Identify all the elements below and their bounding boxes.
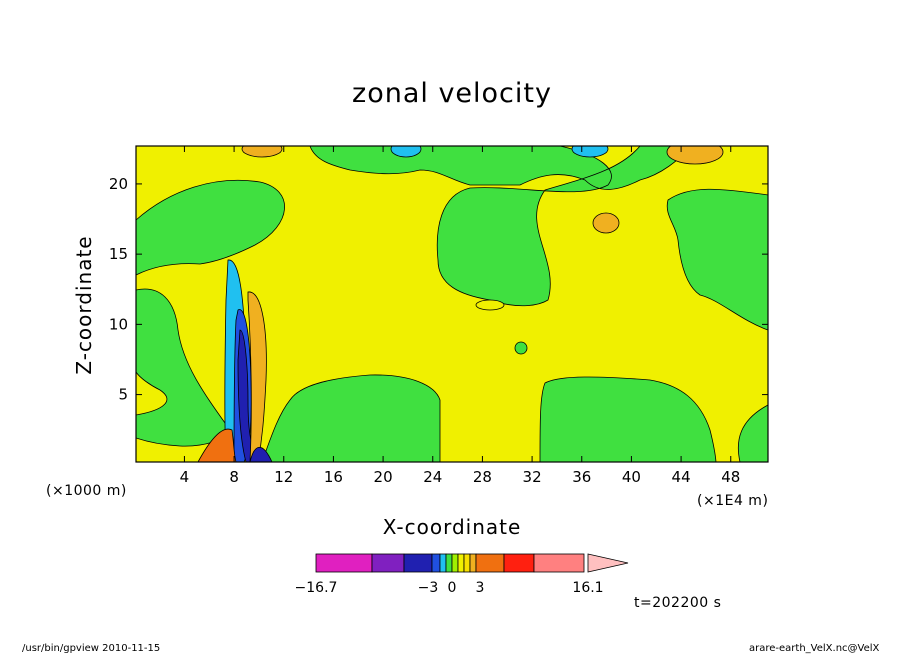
colorbar-tick-label: 16.1 bbox=[572, 580, 603, 596]
contour-green-center bbox=[309, 146, 691, 307]
colorbar-segment bbox=[431, 553, 441, 573]
contour-orange-top-left bbox=[241, 146, 283, 158]
x-tick-label: 20 bbox=[374, 468, 393, 486]
x-axis-label: X-coordinate bbox=[382, 515, 522, 539]
colorbar-tick-label: 0 bbox=[448, 580, 457, 596]
colorbar-tick-label: 3 bbox=[476, 580, 485, 596]
contour-yellow-island bbox=[475, 299, 505, 311]
colorbar-segment bbox=[371, 553, 405, 573]
time-label: t=202200 s bbox=[634, 595, 722, 611]
footer-right: arare-earth_VelX.nc@VelX bbox=[749, 643, 880, 654]
x-tick-label: 8 bbox=[229, 468, 239, 486]
contour-green-right-top bbox=[666, 188, 768, 331]
x-tick-label: 44 bbox=[672, 468, 691, 486]
y-tick-label: 15 bbox=[109, 245, 128, 263]
plot-frame bbox=[135, 145, 769, 463]
chart-title: zonal velocity bbox=[352, 78, 552, 109]
contour-orange-top-right bbox=[666, 146, 724, 165]
colorbar-segment bbox=[445, 553, 453, 573]
contour-green-island bbox=[514, 341, 528, 355]
colorbar: −16.7 −3 0 3 16.1 bbox=[295, 553, 629, 596]
colorbar-tick-label: −16.7 bbox=[295, 580, 338, 596]
x-unit-label: (×1E4 m) bbox=[697, 493, 769, 509]
y-tick-label: 20 bbox=[109, 175, 128, 193]
colorbar-segment bbox=[469, 553, 477, 573]
colorbar-segment bbox=[439, 553, 447, 573]
contour-orange-plume bbox=[247, 291, 267, 462]
x-tick-label: 28 bbox=[473, 468, 492, 486]
colorbar-segment bbox=[457, 553, 465, 573]
colorbar-segment bbox=[503, 553, 535, 573]
x-tick-label: 48 bbox=[721, 468, 740, 486]
x-tick-label: 36 bbox=[572, 468, 591, 486]
contour-red-plume bbox=[197, 428, 237, 462]
colorbar-segment bbox=[403, 553, 433, 573]
colorbar-segment bbox=[533, 553, 585, 573]
x-tick-label: 24 bbox=[423, 468, 442, 486]
contour-green-left-mid bbox=[136, 288, 231, 447]
contour-orange-blob bbox=[592, 212, 620, 234]
colorbar-segment bbox=[463, 553, 471, 573]
contour-cyan-top-left bbox=[390, 146, 422, 158]
y-tick-label: 5 bbox=[118, 386, 128, 404]
x-offset-label: (×1000 m) bbox=[46, 483, 127, 499]
contour-green-bottom-mid bbox=[261, 374, 441, 462]
x-tick-label: 32 bbox=[523, 468, 542, 486]
contour-cyan-top-right bbox=[571, 146, 609, 158]
contour-green-left-top bbox=[136, 146, 285, 276]
footer-left: /usr/bin/gpview 2010-11-15 bbox=[22, 643, 161, 654]
colorbar-segment bbox=[315, 553, 373, 573]
contour-green-bottom-right bbox=[539, 376, 717, 462]
contour-field bbox=[136, 146, 768, 462]
x-tick-label: 4 bbox=[180, 468, 190, 486]
colorbar-segment bbox=[475, 553, 505, 573]
x-tick-label: 16 bbox=[324, 468, 343, 486]
colorbar-arrow bbox=[587, 553, 629, 573]
x-tick-label: 12 bbox=[274, 468, 293, 486]
colorbar-tick-label: −3 bbox=[418, 580, 439, 596]
colorbar-segment bbox=[451, 553, 459, 573]
y-tick-label: 10 bbox=[109, 315, 128, 333]
x-tick-label: 40 bbox=[622, 468, 641, 486]
